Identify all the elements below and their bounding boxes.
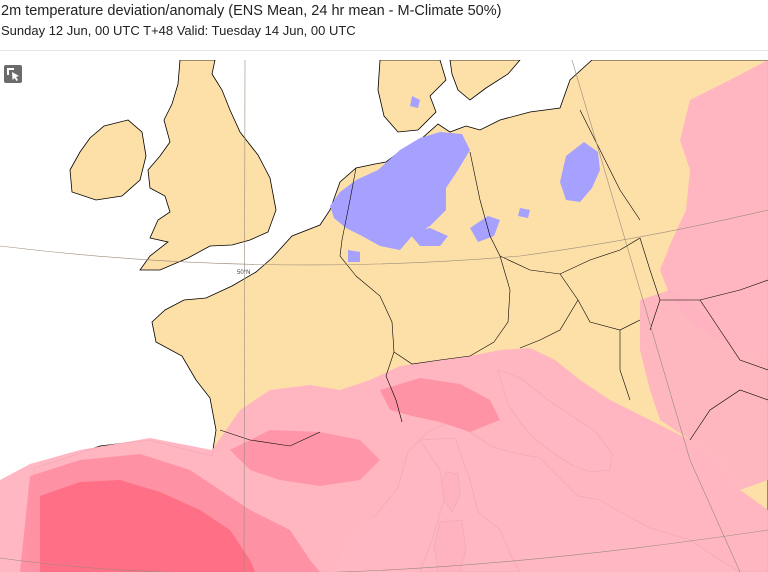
map-valid-time: Sunday 12 Jun, 00 UTC T+48 Valid: Tuesda…	[1, 23, 356, 38]
country-borders	[219, 109, 768, 447]
map-title: 2m temperature deviation/anomaly (ENS Me…	[1, 3, 502, 19]
latitude-label: 50°N	[237, 270, 250, 276]
anomaly-cool-small-5	[518, 208, 530, 218]
land-sweden	[449, 60, 521, 101]
land-ireland	[69, 119, 147, 201]
anomaly-cool-small-2	[470, 216, 500, 242]
anomaly-warm-southeast	[640, 290, 768, 490]
map-canvas: 50°N	[0, 60, 768, 572]
anomaly-cool-poland	[560, 142, 600, 202]
anomaly-cool-small-3	[348, 250, 360, 262]
anomaly-cool-small-4	[410, 96, 420, 108]
anomaly-warm-alps	[380, 378, 500, 432]
graticule	[0, 60, 768, 572]
anomaly-cool-benelux	[330, 132, 470, 250]
anomaly-warm-east	[660, 60, 768, 360]
anomaly-map[interactable]: 50°N	[0, 60, 768, 572]
anomaly-cool-small-1	[408, 228, 448, 246]
pointer-select-icon[interactable]	[4, 65, 22, 83]
anomaly-warm-iberia-core	[40, 480, 255, 572]
map-header: 2m temperature deviation/anomaly (ENS Me…	[0, 0, 768, 51]
land-great-britain	[139, 60, 277, 271]
anomaly-warm-southfrance	[230, 430, 380, 486]
